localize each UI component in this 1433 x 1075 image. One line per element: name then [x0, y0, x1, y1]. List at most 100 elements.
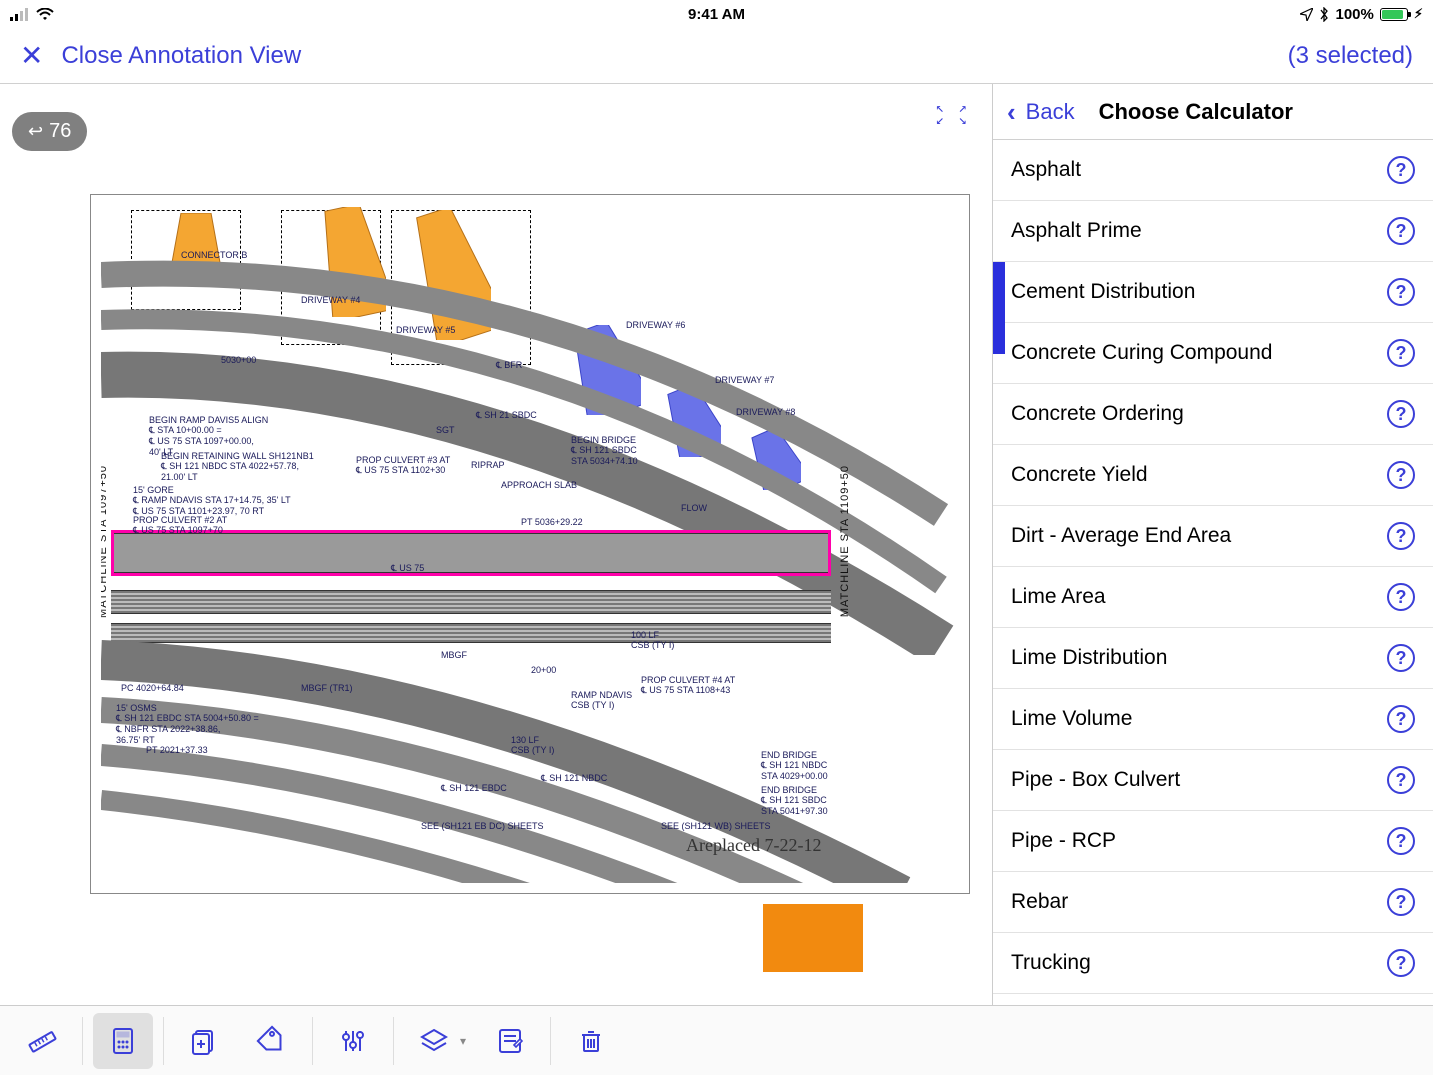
form-icon — [494, 1025, 526, 1057]
sidebar-header: ‹ Back Choose Calculator — [993, 84, 1433, 140]
reply-count-pill[interactable]: ↩ 76 — [12, 112, 87, 151]
bottom-toolbar: ▾ — [0, 1005, 1433, 1075]
help-icon[interactable]: ? — [1387, 827, 1415, 855]
selection-marker — [993, 262, 1005, 354]
back-chevron-icon[interactable]: ‹ — [1007, 99, 1016, 125]
tool-ruler[interactable] — [12, 1013, 72, 1069]
trash-icon — [575, 1025, 607, 1057]
close-annotation-button[interactable]: Close Annotation View — [61, 42, 301, 70]
lbl-gore: 15' GORE ℄ RAMP NDAVIS STA 17+14.75, 35'… — [133, 485, 291, 517]
calc-item-lime-area[interactable]: Lime Area? — [993, 567, 1433, 628]
reply-count-value: 76 — [49, 120, 71, 143]
lbl-us75: ℄ US 75 — [391, 563, 424, 574]
plan-drawing-inner: MATCHLINE STA 1097+50 MATCHLINE STA 1109… — [101, 205, 959, 883]
status-time: 9:41 AM — [688, 6, 745, 23]
help-icon[interactable]: ? — [1387, 888, 1415, 916]
lbl-driveway7: DRIVEWAY #7 — [715, 375, 774, 385]
tool-calculator[interactable] — [93, 1013, 153, 1069]
calc-item-label: Pipe - RCP — [1011, 829, 1116, 853]
tool-layers-group: ▾ — [404, 1013, 472, 1069]
tool-form[interactable] — [480, 1013, 540, 1069]
tool-tag[interactable] — [242, 1013, 302, 1069]
ruler-icon — [26, 1025, 58, 1057]
nav-left: ✕ Close Annotation View — [20, 42, 301, 70]
tool-tune[interactable] — [323, 1013, 383, 1069]
help-icon[interactable]: ? — [1387, 339, 1415, 367]
toolbar-sep — [82, 1017, 83, 1065]
tool-add-page[interactable] — [174, 1013, 234, 1069]
calc-item-concrete-yield[interactable]: Concrete Yield? — [993, 445, 1433, 506]
selected-count[interactable]: (3 selected) — [1288, 42, 1413, 70]
help-icon[interactable]: ? — [1387, 583, 1415, 611]
calc-item-trucking[interactable]: Trucking? — [993, 933, 1433, 994]
calc-item-label: Asphalt Prime — [1011, 219, 1142, 243]
lbl-driveway5: DRIVEWAY #5 — [396, 325, 455, 335]
lbl-csb130: 130 LF CSB (TY I) — [511, 735, 554, 755]
calc-item-dirt[interactable]: Dirt - Average End Area? — [993, 506, 1433, 567]
lbl-station20: 20+00 — [531, 665, 556, 675]
lbl-driveway6: DRIVEWAY #6 — [626, 320, 685, 330]
lbl-ramp-ndavis: RAMP NDAVIS CSB (TY I) — [571, 690, 632, 710]
fullscreen-icon[interactable]: ↖ ↗↙ ↘ — [936, 102, 970, 126]
calc-item-lime-distribution[interactable]: Lime Distribution? — [993, 628, 1433, 689]
calc-item-pipe-rcp[interactable]: Pipe - RCP? — [993, 811, 1433, 872]
toolbar-sep — [550, 1017, 551, 1065]
calc-item-concrete-curing[interactable]: Concrete Curing Compound? — [993, 323, 1433, 384]
lbl-culvert4: PROP CULVERT #4 AT ℄ US 75 STA 1108+43 — [641, 675, 735, 696]
calc-item-label: Concrete Ordering — [1011, 402, 1184, 426]
wifi-icon — [36, 8, 54, 21]
add-page-icon — [188, 1025, 220, 1057]
lbl-connector-b: CONNECTOR B — [181, 250, 247, 260]
lbl-pt2021: PT 2021+37.33 — [146, 745, 208, 755]
help-icon[interactable]: ? — [1387, 400, 1415, 428]
calc-item-lime-volume[interactable]: Lime Volume? — [993, 689, 1433, 750]
lbl-sgt: SGT — [436, 425, 455, 435]
lbl-retaining: BEGIN RETAINING WALL SH121NB1 ℄ SH 121 N… — [161, 451, 314, 482]
lbl-driveway4: DRIVEWAY #4 — [301, 295, 360, 305]
help-icon[interactable]: ? — [1387, 644, 1415, 672]
tool-layers[interactable] — [404, 1013, 464, 1069]
orange-annotation-rect[interactable] — [763, 904, 863, 972]
calc-item-asphalt-prime[interactable]: Asphalt Prime? — [993, 201, 1433, 262]
calc-item-concrete-ordering[interactable]: Concrete Ordering? — [993, 384, 1433, 445]
annotation-viewer[interactable]: ↩ 76 ↖ ↗↙ ↘ — [0, 84, 993, 1005]
location-icon — [1300, 8, 1313, 21]
tag-icon — [256, 1025, 288, 1057]
battery-icon — [1380, 8, 1408, 21]
calc-item-label: Concrete Curing Compound — [1011, 341, 1272, 365]
calc-item-cement-distribution[interactable]: Cement Distribution? — [993, 262, 1433, 323]
lbl-culvert2: PROP CULVERT #2 AT ℄ US 75 STA 1097+70 — [133, 515, 227, 536]
lbl-flow: FLOW — [681, 503, 707, 513]
help-icon[interactable]: ? — [1387, 156, 1415, 184]
help-icon[interactable]: ? — [1387, 461, 1415, 489]
calc-item-label: Pipe - Box Culvert — [1011, 768, 1180, 792]
lbl-driveway8: DRIVEWAY #8 — [736, 407, 795, 417]
calc-item-label: Rebar — [1011, 890, 1068, 914]
help-icon[interactable]: ? — [1387, 217, 1415, 245]
lbl-end-bridge: END BRIDGE ℄ SH 121 NBDC STA 4029+00.00 — [761, 750, 828, 781]
tool-trash[interactable] — [561, 1013, 621, 1069]
back-button[interactable]: Back — [1026, 99, 1075, 125]
calc-item-label: Concrete Yield — [1011, 463, 1148, 487]
plan-drawing[interactable]: MATCHLINE STA 1097+50 MATCHLINE STA 1109… — [90, 194, 970, 894]
calc-item-label: Dirt - Average End Area — [1011, 524, 1231, 548]
close-icon[interactable]: ✕ — [20, 42, 43, 70]
calculator-sidebar: ‹ Back Choose Calculator Asphalt? Asphal… — [993, 84, 1433, 1005]
layers-caret-icon[interactable]: ▾ — [460, 1034, 466, 1048]
calc-item-rebar[interactable]: Rebar? — [993, 872, 1433, 933]
help-icon[interactable]: ? — [1387, 278, 1415, 306]
calculator-list[interactable]: Asphalt? Asphalt Prime? Cement Distribut… — [993, 140, 1433, 1005]
signal-icon — [10, 8, 30, 21]
lbl-bfr: ℄ BFR — [496, 360, 522, 371]
status-left — [10, 8, 54, 21]
layers-icon — [418, 1025, 450, 1057]
help-icon[interactable]: ? — [1387, 522, 1415, 550]
lbl-tr1: MBGF (TR1) — [301, 683, 353, 693]
lbl-csb100: 100 LF CSB (TY I) — [631, 630, 674, 650]
calc-item-pipe-box[interactable]: Pipe - Box Culvert? — [993, 750, 1433, 811]
help-icon[interactable]: ? — [1387, 766, 1415, 794]
help-icon[interactable]: ? — [1387, 705, 1415, 733]
calc-item-label: Lime Volume — [1011, 707, 1132, 731]
help-icon[interactable]: ? — [1387, 949, 1415, 977]
calc-item-asphalt[interactable]: Asphalt? — [993, 140, 1433, 201]
